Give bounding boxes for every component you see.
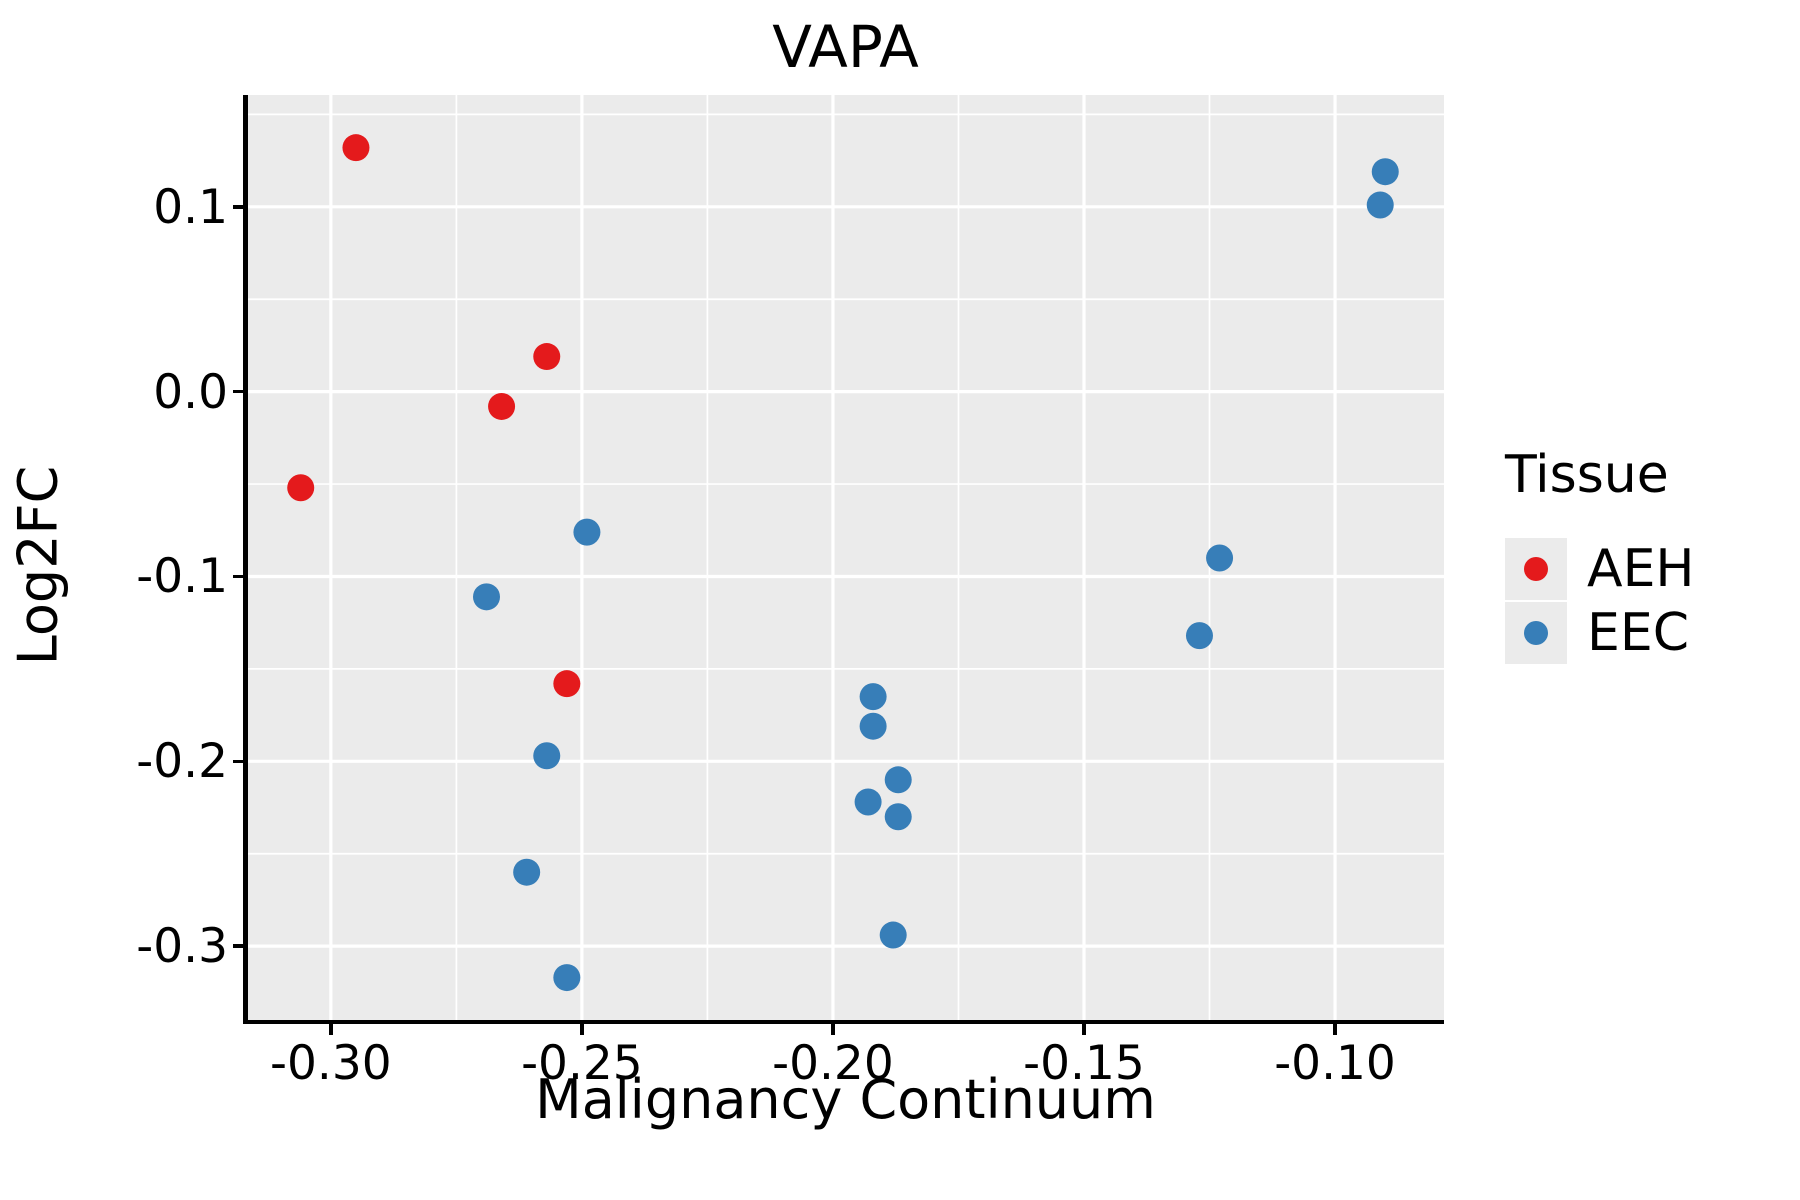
data-point-EEC: [473, 583, 501, 611]
data-point-AEH: [488, 392, 516, 420]
y-tick-label: -0.2: [136, 734, 228, 790]
x-tick-label: -0.20: [772, 1036, 894, 1091]
legend-title: Tissue: [1505, 445, 1669, 505]
plot-panel: [247, 95, 1444, 1021]
legend-item-AEH: AEH: [1505, 537, 1695, 600]
x-tick-label: -0.30: [270, 1036, 392, 1091]
data-point-EEC: [884, 766, 912, 794]
y-tick-label: 0.0: [153, 364, 228, 420]
data-point-EEC: [1185, 622, 1213, 650]
data-point-EEC: [533, 742, 561, 770]
y-tick-label: 0.1: [153, 179, 228, 235]
legend-key: [1505, 537, 1567, 600]
y-tick-label: -0.3: [136, 919, 228, 975]
x-tick-label: -0.15: [1023, 1036, 1145, 1091]
legend-item-EEC: EEC: [1505, 601, 1695, 664]
data-point-EEC: [879, 921, 907, 949]
legend-point-icon: [1524, 620, 1548, 645]
legend-key: [1505, 601, 1567, 664]
data-point-EEC: [1206, 544, 1234, 572]
x-tick-label: -0.25: [521, 1036, 643, 1091]
data-point-EEC: [884, 803, 912, 831]
data-point-EEC: [553, 964, 581, 992]
data-point-AEH: [287, 474, 315, 502]
x-tick-mark: [831, 1024, 835, 1035]
data-point-EEC: [859, 683, 887, 711]
x-tick-mark: [329, 1024, 333, 1035]
data-point-EEC: [573, 518, 601, 546]
legend-entries: AEH EEC: [1505, 537, 1695, 664]
y-tick-mark: [233, 574, 243, 579]
chart-title: VAPA: [772, 13, 919, 81]
data-point-EEC: [1371, 158, 1399, 186]
legend: Tissue AEH EEC: [1505, 445, 1695, 666]
data-point-EEC: [1366, 191, 1394, 219]
plot-canvas: [247, 95, 1444, 1021]
legend-point-icon: [1524, 556, 1548, 581]
legend-label: AEH: [1587, 538, 1695, 599]
x-tick-mark: [1082, 1024, 1086, 1035]
y-tick-mark: [233, 944, 243, 948]
y-tick-mark: [233, 205, 243, 209]
data-point-EEC: [513, 858, 541, 886]
x-axis-label: Malignancy Continuum: [535, 1068, 1156, 1131]
data-point-AEH: [342, 134, 370, 162]
y-tick-mark: [233, 759, 243, 764]
x-axis-line: [243, 1019, 1444, 1024]
legend-label: EEC: [1587, 602, 1690, 663]
data-point-EEC: [854, 788, 882, 816]
x-tick-mark: [1333, 1024, 1337, 1035]
data-point-EEC: [859, 712, 887, 740]
data-point-AEH: [553, 670, 581, 698]
y-axis-line: [243, 95, 248, 1024]
data-point-AEH: [533, 343, 561, 371]
y-tick-label: -0.1: [136, 549, 228, 605]
x-tick-mark: [580, 1024, 584, 1035]
y-axis-label: Log2FC: [6, 465, 70, 666]
x-tick-label: -0.10: [1274, 1036, 1396, 1091]
y-tick-mark: [233, 389, 243, 394]
